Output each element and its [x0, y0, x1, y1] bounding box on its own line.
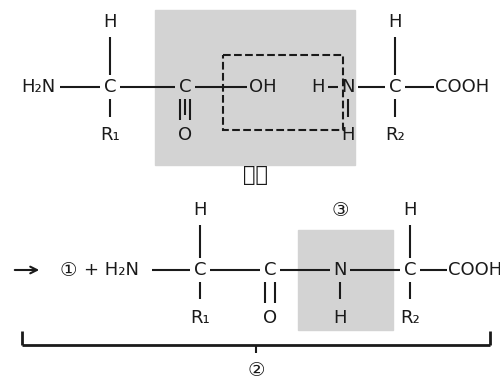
Text: C: C [179, 78, 191, 96]
Text: H: H [403, 201, 417, 219]
Text: R₁: R₁ [100, 126, 120, 144]
Text: N: N [341, 78, 355, 96]
Text: C: C [264, 261, 276, 279]
Text: R₂: R₂ [385, 126, 405, 144]
Text: R₂: R₂ [400, 309, 420, 327]
Text: H: H [341, 126, 355, 144]
Text: H: H [333, 309, 347, 327]
Text: N: N [333, 261, 347, 279]
Text: O: O [263, 309, 277, 327]
Text: COOH: COOH [448, 261, 500, 279]
Bar [223, 55, 343, 130]
Text: C: C [104, 78, 116, 96]
Text: COOH: COOH [435, 78, 489, 96]
Text: C: C [389, 78, 401, 96]
Text: H₂N: H₂N [21, 78, 55, 96]
Text: 缩合: 缩合 [242, 165, 268, 185]
Text: H: H [104, 13, 117, 31]
Text: C: C [194, 261, 206, 279]
Text: R₁: R₁ [190, 309, 210, 327]
Text: H: H [193, 201, 207, 219]
Text: ③: ③ [331, 200, 349, 220]
Text: ②: ② [247, 361, 265, 378]
Text: ①: ① [60, 260, 77, 279]
Text: H: H [388, 13, 402, 31]
Text: C: C [404, 261, 416, 279]
Bar [155, 10, 355, 165]
Text: OH: OH [249, 78, 277, 96]
Text: + H₂N: + H₂N [84, 261, 140, 279]
Text: H: H [311, 78, 325, 96]
Bar [298, 230, 393, 330]
Text: O: O [178, 126, 192, 144]
